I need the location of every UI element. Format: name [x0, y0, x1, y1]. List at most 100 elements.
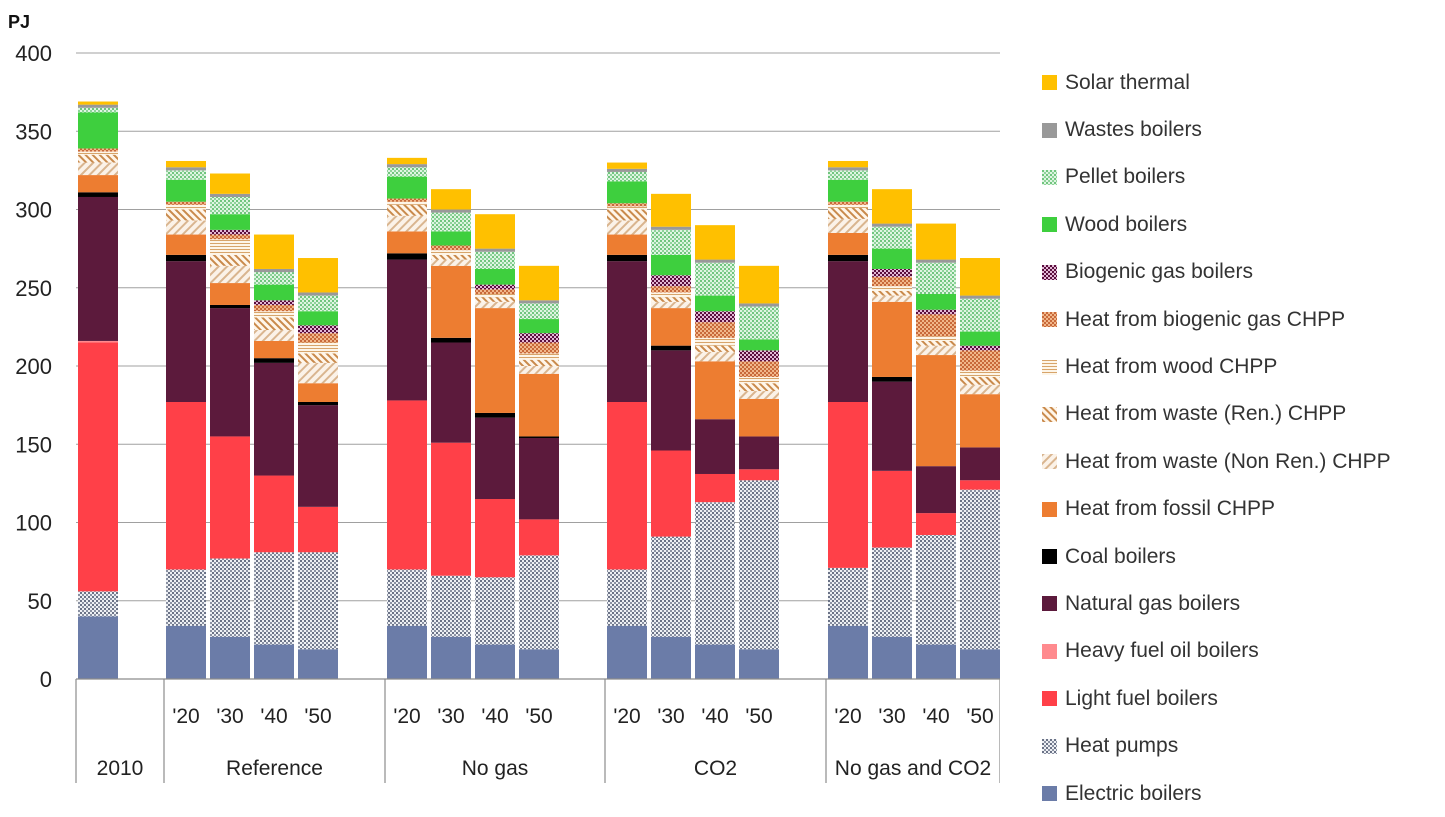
legend-label: Natural gas boilers: [1065, 591, 1241, 615]
category-tick-label: '40: [922, 705, 949, 728]
legend-swatch-wastes-boilers: [1042, 122, 1057, 138]
bar-segment-heat-from-waste-non-ren-chpp: [298, 362, 338, 384]
bar-segment-solar-thermal: [78, 101, 118, 105]
bar-segment-wastes-boilers: [475, 248, 515, 252]
bar-segment-light-fuel-boilers: [210, 436, 250, 559]
bar-segment-light-fuel-boilers: [78, 342, 118, 592]
bar-segment-heat-from-fossil-chpp: [739, 398, 779, 437]
bar-segment-wood-boilers: [387, 176, 427, 199]
legend-swatch-heat-from-waste-ren-chpp: [1042, 406, 1057, 422]
bar-segment-wood-boilers: [254, 284, 294, 301]
bar-segment-solar-thermal: [651, 193, 691, 227]
bar-segment-pellet-boilers: [651, 229, 691, 255]
bar-segment-heat-from-wood-chpp: [916, 336, 956, 341]
bar-segment-heat-from-wood-chpp: [828, 204, 868, 208]
bar-segment-heat-from-fossil-chpp: [387, 231, 427, 254]
bar-segment-heat-from-wood-chpp: [298, 342, 338, 354]
bar-segment-solar-thermal: [695, 225, 735, 260]
bar-segment-wastes-boilers: [960, 295, 1000, 299]
bar-segment-pellet-boilers: [960, 298, 1000, 332]
legend-swatch-heat-from-fossil-chpp: [1042, 501, 1057, 517]
bar-segment-wood-boilers: [651, 254, 691, 276]
bar-segment-solar-thermal: [519, 265, 559, 301]
bar-segment-solar-thermal: [166, 160, 206, 168]
bar-segment-heat-pumps: [166, 569, 206, 626]
bar-segment-natural-gas-boilers: [254, 362, 294, 476]
bar-segment-heat-from-biogenic-gas-chpp: [828, 201, 868, 205]
bar-segment-electric-boilers: [739, 649, 779, 679]
bar-segment-biogenic-gas-boilers: [298, 325, 338, 334]
bar-segment-coal-boilers: [298, 401, 338, 406]
bar-segment-electric-boilers: [519, 649, 559, 679]
bar-segment-heat-pumps: [519, 555, 559, 650]
bar-segment-light-fuel-boilers: [475, 499, 515, 578]
bar-segment-pellet-boilers: [695, 262, 735, 296]
bar-segment-heat-from-waste-non-ren-chpp: [916, 345, 956, 356]
bar-segment-heat-pumps: [210, 558, 250, 637]
category-tick-label: '20: [393, 705, 420, 728]
bar-segment-pellet-boilers: [78, 107, 118, 113]
bar-segment-wood-boilers: [739, 339, 779, 351]
bar-segment-heat-from-waste-non-ren-chpp: [431, 259, 471, 266]
bar-segment-wastes-boilers: [78, 104, 118, 108]
bar-segment-pellet-boilers: [828, 170, 868, 180]
bar-segment-heat-from-biogenic-gas-chpp: [872, 276, 912, 287]
bar-segment-heat-from-waste-non-ren-chpp: [872, 295, 912, 302]
bar-segment-solar-thermal: [431, 189, 471, 210]
legend-swatch-heat-from-waste-non-ren-chpp: [1042, 454, 1057, 470]
bar-segment-electric-boilers: [78, 616, 118, 679]
bar-segment-heat-from-waste-ren-chpp: [960, 376, 1000, 385]
category-tick-label: '20: [834, 705, 861, 728]
bar-segment-heat-from-biogenic-gas-chpp: [475, 289, 515, 295]
bar-segment-wastes-boilers: [828, 167, 868, 171]
bar-segment-solar-thermal: [739, 265, 779, 304]
legend-label: Heat pumps: [1065, 734, 1179, 758]
bar-segment-heat-from-biogenic-gas-chpp: [607, 203, 647, 207]
bar-segment-heat-from-waste-non-ren-chpp: [519, 366, 559, 374]
bar-segment-heat-from-waste-non-ren-chpp: [739, 391, 779, 399]
legend-label: Heat from fossil CHPP: [1065, 497, 1276, 521]
bar-segment-heavy-fuel-oil-boilers: [78, 340, 118, 343]
bar-segment-wood-boilers: [210, 214, 250, 230]
legend-swatch-heat-from-biogenic-gas-chpp: [1042, 312, 1057, 328]
bar-segment-heat-pumps: [431, 575, 471, 637]
bar-segment-heat-from-waste-non-ren-chpp: [651, 301, 691, 309]
bar-segment-electric-boilers: [607, 625, 647, 679]
y-tick-label: 200: [15, 354, 52, 379]
bar-segment-light-fuel-boilers: [695, 473, 735, 503]
bar-segment-wastes-boilers: [739, 303, 779, 307]
bar-segment-coal-boilers: [475, 412, 515, 418]
bar-segment-electric-boilers: [916, 644, 956, 679]
bar-segment-heat-from-biogenic-gas-chpp: [387, 198, 427, 202]
legend-item: Heat from waste (Ren.) CHPP: [1042, 391, 1391, 438]
bar-segment-electric-boilers: [960, 649, 1000, 679]
bar-segment-natural-gas-boilers: [607, 261, 647, 402]
bar-segment-heat-from-biogenic-gas-chpp: [916, 314, 956, 337]
bar-segment-heat-from-waste-non-ren-chpp: [387, 215, 427, 232]
y-tick-label: 300: [15, 198, 52, 223]
bar-segment-biogenic-gas-boilers: [739, 350, 779, 362]
legend-swatch-heat-pumps: [1042, 738, 1057, 754]
bar-segment-wastes-boilers: [872, 223, 912, 227]
bar-segment-light-fuel-boilers: [828, 401, 868, 568]
legend-swatch-biogenic-gas-boilers: [1042, 264, 1057, 280]
legend-swatch-electric-boilers: [1042, 786, 1057, 802]
legend-label: Coal boilers: [1065, 544, 1176, 568]
legend-item: Heat from waste (Non Ren.) CHPP: [1042, 438, 1391, 485]
y-tick-label: 50: [28, 589, 52, 614]
bar-segment-biogenic-gas-boilers: [254, 300, 294, 305]
bar-segment-heat-from-fossil-chpp: [519, 373, 559, 437]
bar-segment-light-fuel-boilers: [298, 506, 338, 553]
y-tick-label: 400: [15, 41, 52, 66]
legend-item: Heavy fuel oil boilers: [1042, 628, 1391, 675]
bar-segment-electric-boilers: [651, 636, 691, 679]
bar-segment-heat-from-waste-ren-chpp: [210, 254, 250, 266]
bar-segment-pellet-boilers: [431, 212, 471, 232]
bar-segment-light-fuel-boilers: [651, 450, 691, 537]
legend: Solar thermal Wastes boilers Pellet boiler…: [1042, 59, 1391, 817]
bar-segment-solar-thermal: [607, 162, 647, 169]
bar-segment-wood-boilers: [78, 112, 118, 149]
bar-segment-solar-thermal: [387, 157, 427, 165]
bar-segment-electric-boilers: [387, 625, 427, 679]
bar-segment-heat-from-fossil-chpp: [607, 234, 647, 255]
